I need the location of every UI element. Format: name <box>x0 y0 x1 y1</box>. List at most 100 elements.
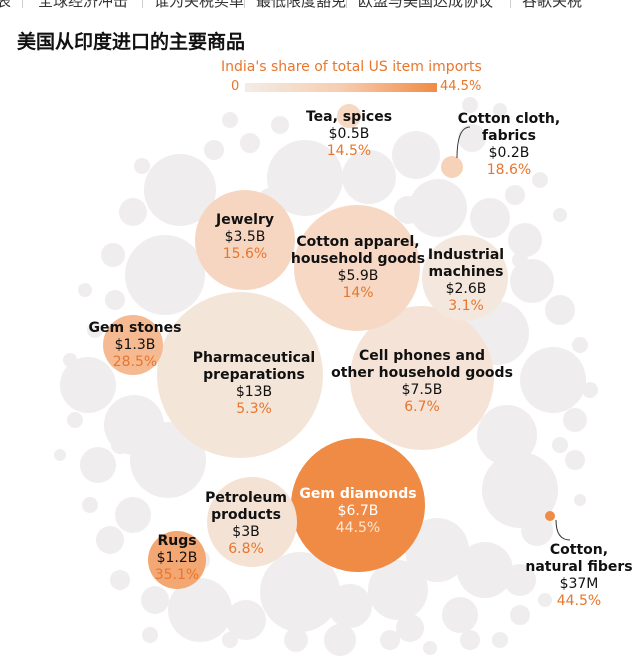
bubble-label: Jewelry $3.5B 15.6% <box>216 212 274 263</box>
bubble-value-label: $3.5B <box>224 229 266 245</box>
background-bubble <box>504 564 536 596</box>
bubble-value-label: $13B <box>235 384 273 400</box>
bubble-share-label: 15.6% <box>222 246 268 262</box>
bubble-label: Petroleum products $3B 6.8% <box>205 490 287 558</box>
bubble-share-label: 35.1% <box>154 567 200 583</box>
nav-separator <box>142 0 143 8</box>
background-bubble <box>521 514 553 546</box>
bubble-mark <box>337 104 361 128</box>
nav-link[interactable]: 欧盟与美国达成协议 <box>358 0 493 8</box>
background-bubble <box>582 382 598 398</box>
nav-link[interactable]: 全球经济冲击 <box>38 0 128 8</box>
background-bubble <box>204 140 224 160</box>
background-bubble <box>222 112 238 128</box>
bubble-mark <box>294 205 420 331</box>
background-bubble <box>572 337 588 353</box>
background-bubble <box>392 131 440 179</box>
background-bubble <box>134 158 150 174</box>
bubble-mark <box>422 235 508 321</box>
background-bubble <box>110 570 130 590</box>
background-bubble <box>405 518 469 582</box>
bubble-label: Cotton apparel, household goods $5.9B 14% <box>291 234 425 302</box>
background-bubble <box>240 133 260 153</box>
background-bubble <box>130 422 206 498</box>
background-bubble <box>442 597 478 633</box>
nav-link[interactable]: 表 <box>0 0 11 8</box>
bubble-mark <box>157 292 323 458</box>
nav-separator <box>244 0 245 8</box>
bubble-value-label: $37M <box>559 576 599 592</box>
background-bubble <box>328 584 372 628</box>
bubble-share-label: 44.5% <box>335 520 381 536</box>
background-bubble <box>510 259 554 303</box>
leader-line <box>555 519 571 541</box>
background-bubble <box>271 116 289 134</box>
bubble-value-label: $5.9B <box>337 268 379 284</box>
legend-min-label: 0 <box>231 79 240 94</box>
bubble-name-label: Pharmaceutical preparations <box>192 350 316 383</box>
background-bubble <box>545 295 575 325</box>
bubble-label: Rugs $1.2B 35.1% <box>155 533 199 584</box>
nav-link[interactable]: 最低限度豁免 <box>256 0 346 8</box>
background-bubble <box>142 627 158 643</box>
background-bubble <box>458 124 486 152</box>
bubble-label: Cotton, natural fibers $37M 44.5% <box>525 542 632 610</box>
bubble-value-label: $2.6B <box>445 281 487 297</box>
background-bubble <box>80 447 116 483</box>
bubble-name-label: Cotton apparel, household goods <box>290 234 426 267</box>
bubble-value-label: $0.5B <box>328 126 370 142</box>
background-bubble <box>553 208 567 222</box>
bubble-value-label: $7.5B <box>401 382 443 398</box>
bubble-label: Gem stones $1.3B 28.5% <box>89 320 182 371</box>
bubble-name-label: Rugs <box>157 533 197 549</box>
bubble-label: Tea, spices $0.5B 14.5% <box>306 109 392 160</box>
background-bubble <box>492 632 508 648</box>
background-bubble <box>284 628 308 652</box>
bubble-share-label: 3.1% <box>448 298 484 314</box>
background-bubble <box>532 172 548 188</box>
background-bubble <box>520 347 586 413</box>
background-bubble <box>144 154 216 226</box>
bubble-mark <box>441 156 463 178</box>
nav-separator <box>22 0 23 8</box>
background-bubble <box>96 526 124 554</box>
bubble-name-label: Gem stones <box>88 320 182 336</box>
bubble-name-label: Cotton, natural fibers <box>525 542 633 575</box>
background-bubble <box>226 600 266 640</box>
legend-title: India's share of total US item imports <box>221 59 482 75</box>
background-bubble <box>222 632 238 648</box>
bubble-name-label: Cell phones and other household goods <box>331 348 513 381</box>
bubble-mark <box>350 306 494 450</box>
background-bubble <box>260 552 340 632</box>
nav-link[interactable]: 谁为关税买单 <box>154 0 244 8</box>
background-bubble <box>105 290 125 310</box>
background-bubble <box>552 437 568 453</box>
bubble-name-label: Jewelry <box>216 212 274 228</box>
background-bubble <box>470 198 510 238</box>
background-bubble <box>67 412 83 428</box>
bubble-mark <box>291 438 425 572</box>
nav-link[interactable]: 谷歌关税 <box>522 0 582 8</box>
background-bubble <box>493 103 507 117</box>
bubble-share-label: 14% <box>342 285 374 301</box>
background-bubble <box>477 405 537 465</box>
bubble-name-label: Petroleum products <box>205 490 287 523</box>
bubble-share-label: 6.7% <box>404 399 440 415</box>
background-bubble <box>168 578 232 642</box>
bubble-share-label: 6.8% <box>228 541 264 557</box>
bubble-mark <box>545 511 555 521</box>
bubble-share-label: 28.5% <box>112 354 158 370</box>
background-bubble <box>394 196 422 224</box>
bubble-share-label: 18.6% <box>486 162 532 178</box>
background-bubble <box>574 494 586 506</box>
bubble-mark <box>103 315 163 375</box>
background-bubble <box>505 185 525 205</box>
bubble-label: Cotton cloth, fabrics $0.2B 18.6% <box>458 111 560 179</box>
background-bubble <box>368 560 428 620</box>
bubble-value-label: $0.2B <box>488 145 530 161</box>
bubble-value-label: $6.7B <box>337 503 379 519</box>
background-bubble <box>82 497 98 513</box>
bubble-share-label: 44.5% <box>556 593 602 609</box>
background-bubble <box>423 641 437 655</box>
